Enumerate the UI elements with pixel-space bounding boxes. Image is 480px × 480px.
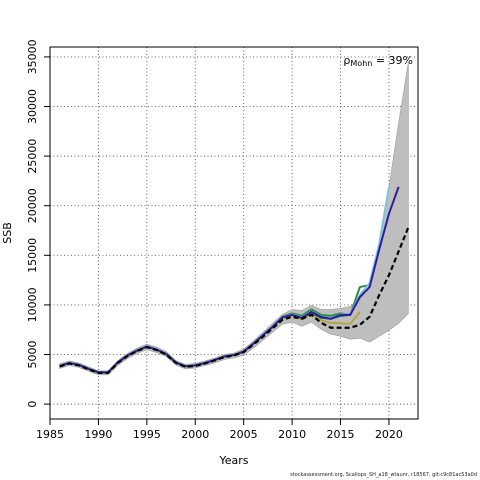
x-tick-label-2000: 2000 bbox=[181, 428, 209, 441]
x-tick-label-2010: 2010 bbox=[278, 428, 306, 441]
y-tick-label-15000: 15000 bbox=[26, 238, 39, 273]
x-axis: 1985 1990 1995 2000 2005 2010 2015 2020 bbox=[36, 418, 403, 441]
plot-frame bbox=[49, 46, 419, 420]
credit-text: stockassessment.org, Scallops_SH_a18_wta… bbox=[290, 472, 477, 478]
x-tick-label-1990: 1990 bbox=[84, 428, 112, 441]
confidence-band-layer bbox=[59, 62, 409, 376]
x-tick-label-1995: 1995 bbox=[133, 428, 161, 441]
series-line-1 bbox=[59, 227, 410, 374]
x-tick-label-1985: 1985 bbox=[36, 428, 64, 441]
x-tick-label-2015: 2015 bbox=[327, 428, 355, 441]
y-tick-label-20000: 20000 bbox=[26, 188, 39, 223]
y-tick-label-5000: 5000 bbox=[26, 341, 39, 369]
series-layer bbox=[59, 186, 410, 374]
mohn-rho-annotation: ρMohn = 39% bbox=[343, 54, 413, 68]
y-tick-label-25000: 25000 bbox=[26, 139, 39, 174]
x-axis-title: Years bbox=[218, 454, 248, 467]
mohn-rho-symbol: ρ bbox=[343, 54, 350, 67]
confidence-band bbox=[59, 62, 409, 376]
mohn-rho-subscript: Mohn bbox=[350, 59, 372, 68]
x-tick-label-2020: 2020 bbox=[375, 428, 403, 441]
y-tick-label-10000: 10000 bbox=[26, 287, 39, 322]
mohn-rho-value: = 39% bbox=[372, 54, 413, 67]
series-line-3 bbox=[59, 186, 390, 374]
grid-layer bbox=[49, 47, 418, 419]
y-tick-label-35000: 35000 bbox=[26, 39, 39, 74]
series-line-2 bbox=[59, 186, 400, 374]
y-axis-title: SSB bbox=[1, 222, 14, 244]
y-tick-label-0: 0 bbox=[26, 401, 39, 408]
x-tick-label-2005: 2005 bbox=[230, 428, 258, 441]
y-tick-label-30000: 30000 bbox=[26, 89, 39, 124]
y-axis: 0 5000 10000 15000 20000 25000 30000 35000 bbox=[26, 39, 50, 408]
